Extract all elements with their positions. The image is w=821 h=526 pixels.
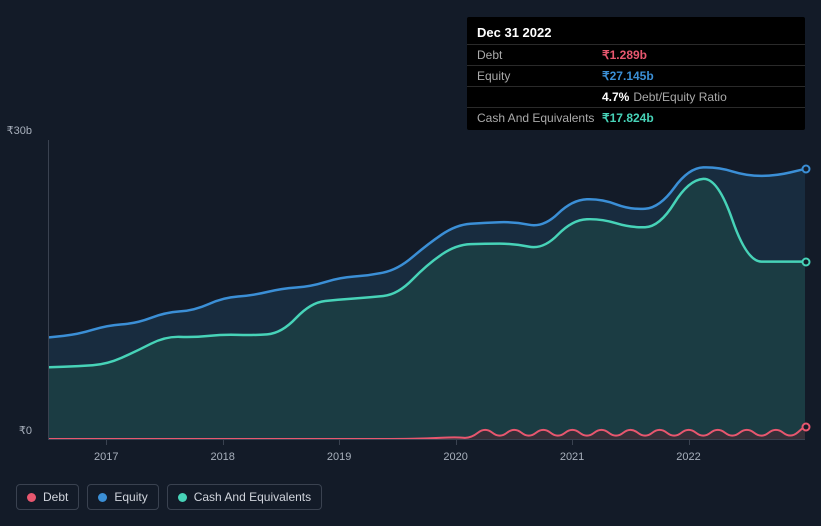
tooltip-row-label: Cash And Equivalents [477, 111, 602, 125]
x-tick-label: 2020 [443, 451, 467, 463]
x-tick-mark [572, 440, 573, 445]
legend-dot [27, 493, 36, 502]
x-tick-mark [223, 440, 224, 445]
tooltip-row-value: ₹17.824b [602, 111, 654, 125]
legend-dot [178, 493, 187, 502]
tooltip-row-value: ₹27.145b [602, 69, 654, 83]
y-tick-bottom: ₹0 [0, 424, 32, 437]
tooltip-date: Dec 31 2022 [467, 23, 805, 44]
tooltip-row: Equity₹27.145b [467, 65, 805, 86]
tooltip-row: 4.7%Debt/Equity Ratio [467, 86, 805, 107]
tooltip-row-value: ₹1.289b [602, 48, 647, 62]
tooltip-row: Cash And Equivalents₹17.824b [467, 107, 805, 128]
x-tick-label: 2021 [560, 451, 584, 463]
x-tick-mark [106, 440, 107, 445]
legend-item-cash-and-equivalents[interactable]: Cash And Equivalents [167, 484, 322, 510]
chart-container: ₹30b ₹0 201720182019202020212022 [16, 120, 805, 470]
series-area-cash-and-equivalents [49, 179, 805, 439]
plot-area[interactable] [48, 140, 805, 440]
x-tick-label: 2019 [327, 451, 351, 463]
y-tick-top: ₹30b [0, 124, 32, 137]
tooltip-row-value: 4.7%Debt/Equity Ratio [602, 90, 727, 104]
tooltip-row: Debt₹1.289b [467, 44, 805, 65]
x-axis: 2017 2018 2019 2020 2021 2022 [48, 445, 805, 465]
hover-dot [802, 258, 811, 267]
legend-label: Debt [43, 490, 68, 504]
legend-dot [98, 493, 107, 502]
legend-item-equity[interactable]: Equity [87, 484, 158, 510]
legend-label: Cash And Equivalents [194, 490, 311, 504]
x-tick-label: 2017 [94, 451, 118, 463]
hover-dot [802, 165, 811, 174]
tooltip-row-label: Equity [477, 69, 602, 83]
legend-item-debt[interactable]: Debt [16, 484, 79, 510]
hover-dot [802, 423, 811, 432]
x-tick-label: 2018 [210, 451, 234, 463]
x-tick-mark [339, 440, 340, 445]
x-tick-label: 2022 [676, 451, 700, 463]
legend-label: Equity [114, 490, 147, 504]
tooltip-row-label [477, 90, 602, 104]
x-tick-mark [456, 440, 457, 445]
legend: Debt Equity Cash And Equivalents [16, 484, 322, 510]
tooltip-row-label: Debt [477, 48, 602, 62]
x-tick-mark [689, 440, 690, 445]
hover-tooltip: Dec 31 2022 Debt₹1.289bEquity₹27.145b4.7… [467, 17, 805, 130]
